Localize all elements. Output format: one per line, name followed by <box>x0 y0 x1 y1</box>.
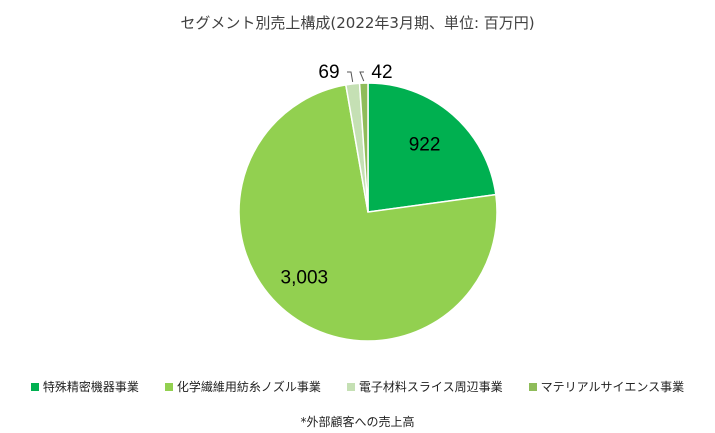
pie-slice-material-science <box>358 82 369 213</box>
pie-slice-spinning-nozzle <box>238 84 498 342</box>
legend-swatch <box>346 382 355 391</box>
legend-item-material-science: マテリアルサイエンス事業 <box>528 378 685 395</box>
legend-item-electronic-material: 電子材料スライス周辺事業 <box>346 378 503 395</box>
chart-legend: 特殊精密機器事業 化学繊維用紡糸ノズル事業 電子材料スライス周辺事業 マテリアルサイエ… <box>0 378 715 395</box>
legend-label: 特殊精密機器事業 <box>42 380 139 394</box>
leader-line-material-science <box>359 71 365 82</box>
data-label-special-precision: 922 <box>409 135 441 156</box>
legend-swatch <box>164 382 173 391</box>
legend-label: 化学繊維用紡糸ノズル事業 <box>176 380 321 394</box>
legend-item-spinning-nozzle: 化学繊維用紡糸ノズル事業 <box>164 378 321 395</box>
legend-label: 電子材料スライス周辺事業 <box>358 380 503 394</box>
legend-swatch <box>528 382 537 391</box>
pie-slice-special-precision <box>367 82 497 213</box>
leader-line-electronic-material <box>347 71 354 82</box>
data-label-material-science: 42 <box>371 62 392 83</box>
chart-footnote: *外部顧客への売上高 <box>300 415 415 429</box>
data-label-spinning-nozzle: 3,003 <box>281 267 329 288</box>
legend-swatch <box>30 382 39 391</box>
data-label-electronic-material: 69 <box>318 62 339 83</box>
legend-item-special-precision: 特殊精密機器事業 <box>30 378 139 395</box>
chart-title: セグメント別売上構成(2022年3月期、単位: 百万円) <box>180 14 535 32</box>
legend-label: マテリアルサイエンス事業 <box>540 380 685 394</box>
